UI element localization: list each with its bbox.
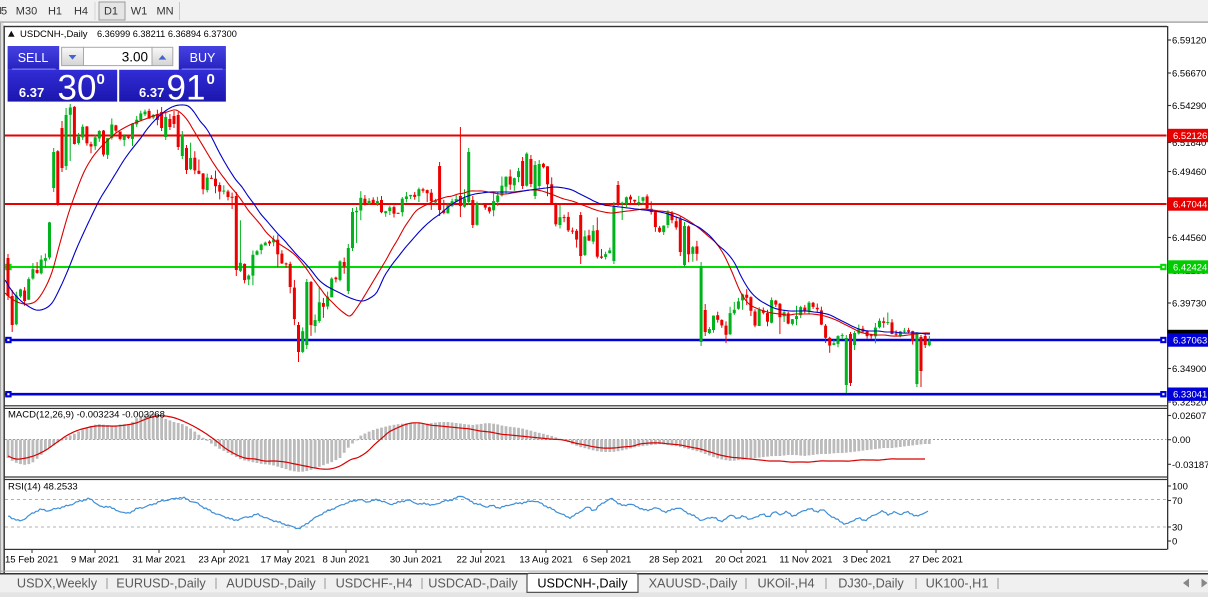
svg-text:RSI(14) 48.2533: RSI(14) 48.2533 [8, 482, 78, 493]
svg-text:MN: MN [156, 6, 173, 18]
svg-text:USDCHF-,H4: USDCHF-,H4 [336, 577, 413, 591]
svg-text:AUDUSD-,Daily: AUDUSD-,Daily [226, 577, 316, 591]
svg-text:6.52126: 6.52126 [1173, 131, 1207, 142]
svg-text:3.00: 3.00 [122, 49, 148, 64]
svg-text:9 Mar 2021: 9 Mar 2021 [71, 555, 119, 566]
svg-text:6.49460: 6.49460 [1172, 167, 1206, 178]
svg-text:6.37: 6.37 [139, 85, 164, 100]
svg-text:30: 30 [1172, 523, 1183, 534]
svg-text:MACD(12,26,9) -0.003234 -0.003: MACD(12,26,9) -0.003234 -0.003268 [8, 410, 165, 421]
svg-text:USDCAD-,Daily: USDCAD-,Daily [428, 577, 518, 591]
svg-text:DJ30-,Daily: DJ30-,Daily [838, 577, 904, 591]
svg-text:6.44560: 6.44560 [1172, 233, 1206, 244]
svg-text:6.54290: 6.54290 [1172, 101, 1206, 112]
svg-text:5: 5 [1, 6, 7, 18]
svg-text:-0.03187: -0.03187 [1172, 460, 1208, 471]
svg-text:XAUUSD-,Daily: XAUUSD-,Daily [649, 577, 738, 591]
svg-text:6.32520: 6.32520 [1172, 398, 1206, 409]
svg-text:BUY: BUY [190, 51, 216, 65]
svg-text:6.37: 6.37 [19, 85, 44, 100]
svg-text:11 Nov 2021: 11 Nov 2021 [779, 555, 832, 566]
svg-text:6.34900: 6.34900 [1172, 364, 1206, 375]
svg-text:6.47044: 6.47044 [1173, 200, 1207, 211]
svg-text:H1: H1 [48, 6, 62, 18]
svg-text:17 May 2021: 17 May 2021 [261, 555, 316, 566]
svg-text:22 Jul 2021: 22 Jul 2021 [456, 555, 505, 566]
svg-text:20 Oct 2021: 20 Oct 2021 [715, 555, 767, 566]
svg-text:0: 0 [97, 71, 105, 88]
svg-text:6.39730: 6.39730 [1172, 299, 1206, 310]
svg-text:6.37063: 6.37063 [1173, 336, 1207, 347]
svg-text:15 Feb 2021: 15 Feb 2021 [5, 555, 58, 566]
svg-text:3 Dec 2021: 3 Dec 2021 [843, 555, 892, 566]
svg-text:6 Sep 2021: 6 Sep 2021 [583, 555, 632, 566]
svg-text:H4: H4 [74, 6, 88, 18]
svg-text:6.33041: 6.33041 [1173, 390, 1207, 401]
svg-text:6.42424: 6.42424 [1173, 263, 1207, 274]
svg-text:30: 30 [58, 69, 97, 108]
svg-text:6.59120: 6.59120 [1172, 36, 1206, 47]
svg-text:100: 100 [1172, 482, 1188, 493]
svg-text:23 Apr 2021: 23 Apr 2021 [198, 555, 249, 566]
svg-text:0: 0 [207, 71, 215, 88]
svg-text:USDX,Weekly: USDX,Weekly [17, 577, 98, 591]
svg-text:USDCNH-,Daily: USDCNH-,Daily [537, 577, 628, 591]
svg-text:M30: M30 [16, 6, 37, 18]
svg-text:6.36999 6.38211 6.36894 6.3730: 6.36999 6.38211 6.36894 6.37300 [97, 29, 237, 39]
svg-text:USDCNH-,Daily: USDCNH-,Daily [20, 29, 88, 40]
svg-text:6.51840: 6.51840 [1172, 138, 1206, 149]
svg-text:28 Sep 2021: 28 Sep 2021 [649, 555, 703, 566]
svg-text:EURUSD-,Daily: EURUSD-,Daily [116, 577, 206, 591]
svg-text:UK100-,H1: UK100-,H1 [926, 577, 989, 591]
svg-text:91: 91 [167, 69, 206, 108]
svg-text:D1: D1 [104, 6, 118, 18]
svg-text:31 Mar 2021: 31 Mar 2021 [132, 555, 185, 566]
svg-text:27 Dec 2021: 27 Dec 2021 [909, 555, 963, 566]
svg-text:SELL: SELL [18, 51, 49, 65]
svg-text:30 Jun 2021: 30 Jun 2021 [390, 555, 442, 566]
svg-text:13 Aug 2021: 13 Aug 2021 [519, 555, 572, 566]
svg-text:70: 70 [1172, 496, 1183, 507]
svg-text:8 Jun 2021: 8 Jun 2021 [322, 555, 369, 566]
svg-text:0: 0 [1172, 537, 1177, 548]
svg-text:6.56670: 6.56670 [1172, 69, 1206, 80]
svg-text:0.00: 0.00 [1172, 435, 1191, 446]
svg-text:UKOil-,H4: UKOil-,H4 [757, 577, 814, 591]
svg-text:W1: W1 [131, 6, 148, 18]
svg-text:0.02607: 0.02607 [1172, 411, 1206, 422]
